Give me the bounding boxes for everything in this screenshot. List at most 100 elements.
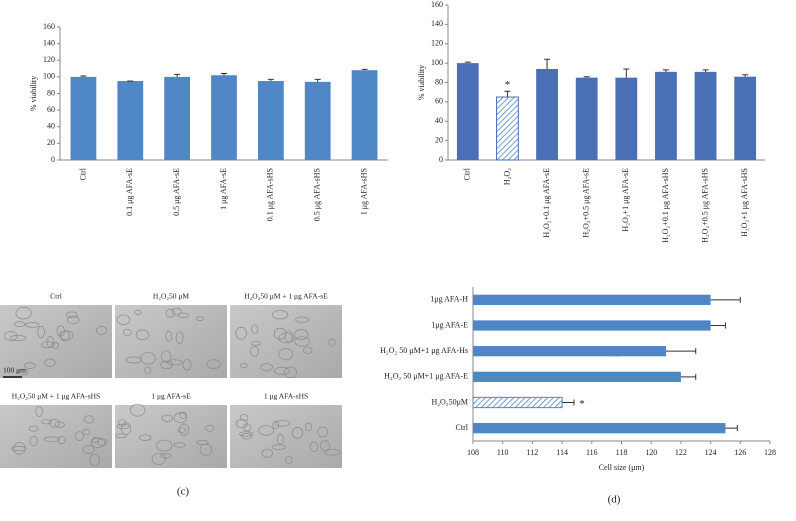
- x-tick-label: 1 μg AFA-sE: [219, 168, 228, 210]
- x-tick-label: 118: [616, 448, 628, 457]
- bar: [536, 68, 558, 160]
- y-tick-label: H₂O₂ 50 μM+1 μg AFA-E: [384, 372, 468, 381]
- cell: [156, 439, 173, 452]
- cell: [165, 330, 173, 342]
- x-tick-label: H₂O₂+0.5 μg AFA-sHS: [700, 168, 709, 243]
- cell: [116, 423, 130, 430]
- x-tick-label: 126: [734, 448, 746, 457]
- bar: [117, 81, 144, 160]
- panel-caption: (d): [608, 494, 621, 506]
- micrograph-label: Ctrl: [50, 292, 62, 301]
- y-tick-label: 100: [431, 58, 443, 67]
- error-bar: [680, 373, 697, 380]
- bar: [304, 81, 331, 160]
- cell: [240, 413, 249, 422]
- cell: [135, 329, 150, 341]
- error-bar: [80, 75, 87, 77]
- cell: [243, 423, 252, 432]
- bar: [496, 96, 519, 161]
- cell: [251, 340, 261, 346]
- cell: [43, 436, 60, 443]
- cell: [276, 433, 284, 445]
- cell: [15, 306, 32, 320]
- cell: [11, 446, 27, 452]
- cell: [303, 346, 313, 355]
- error-bar: [662, 69, 669, 72]
- y-tick-label: 1μg AFA-E: [431, 320, 468, 329]
- y-axis-label: % viability: [417, 65, 426, 100]
- cell: [304, 422, 312, 432]
- cell: [206, 359, 221, 370]
- cell: [179, 423, 189, 436]
- cell: [249, 346, 259, 357]
- y-tick-label: 140: [431, 19, 443, 28]
- bar: [473, 371, 681, 382]
- cell: [195, 316, 205, 321]
- cell: [317, 426, 329, 438]
- micrograph: [115, 405, 227, 468]
- error-bar: [504, 90, 511, 98]
- cell: [284, 330, 293, 343]
- x-tick-label: 112: [527, 448, 539, 457]
- cell: [205, 424, 215, 432]
- y-tick-label: 120: [431, 39, 443, 48]
- error-bar: [361, 68, 368, 71]
- cell: [65, 311, 78, 319]
- cell: [171, 307, 182, 316]
- error-bar: [725, 425, 738, 432]
- cell: [151, 452, 166, 465]
- cell: [51, 342, 59, 349]
- cell: [83, 415, 95, 424]
- cell: [295, 316, 309, 323]
- y-tick-label: Ctrl: [456, 423, 469, 432]
- x-tick-label: 122: [675, 448, 687, 457]
- cell: [59, 330, 74, 341]
- cell: [115, 433, 127, 439]
- cell: [82, 444, 95, 454]
- micrograph: [0, 305, 112, 378]
- micrograph: [0, 405, 112, 468]
- y-tick-label: 20: [47, 138, 55, 147]
- bar: [456, 63, 479, 160]
- x-tick-label: H₂O₂+0.1 μg AFA-sE: [542, 168, 551, 238]
- cell: [235, 326, 247, 340]
- y-tick-label: 160: [43, 22, 55, 31]
- cell: [261, 448, 273, 458]
- micrograph-label: H₂O₂50 μM + 1 μg AFA-sE: [244, 292, 328, 301]
- y-tick-label: 140: [43, 38, 55, 47]
- x-tick-label: H₂O₂+0.1 μg AFA-sHS: [661, 168, 670, 243]
- cell: [25, 322, 40, 328]
- cell: [161, 414, 174, 422]
- panel-caption: (c): [177, 486, 190, 498]
- cell: [57, 436, 66, 444]
- x-tick-label: Ctrl: [78, 167, 87, 180]
- cell: [251, 324, 259, 334]
- x-tick-label: 0.5 μg AFA-sE: [172, 168, 181, 216]
- annotation: *: [505, 79, 511, 91]
- cell: [89, 454, 100, 467]
- cell: [294, 329, 309, 341]
- cell: [82, 428, 91, 436]
- cell: [239, 431, 254, 437]
- error-bar: [464, 61, 471, 64]
- bar: [473, 320, 711, 331]
- cell: [283, 366, 298, 379]
- cell: [13, 442, 26, 455]
- y-tick-label: 60: [435, 97, 443, 106]
- x-tick-label: 124: [705, 448, 717, 457]
- cell: [260, 363, 273, 372]
- cell: [319, 440, 331, 451]
- cell: [258, 425, 275, 436]
- cell: [294, 336, 311, 347]
- error-bar: [742, 74, 749, 77]
- x-tick-label: 120: [645, 448, 657, 457]
- x-tick-label: 0.1 μg AFA-sE: [125, 168, 134, 216]
- cell: [139, 434, 152, 441]
- y-tick-label: 0: [439, 155, 443, 164]
- cell: [35, 406, 43, 417]
- y-tick-label: 0: [51, 155, 55, 164]
- x-axis-label: Cell size (μm): [599, 463, 645, 472]
- y-tick-label: H₂O₂50μM: [431, 397, 468, 406]
- cell: [160, 453, 172, 459]
